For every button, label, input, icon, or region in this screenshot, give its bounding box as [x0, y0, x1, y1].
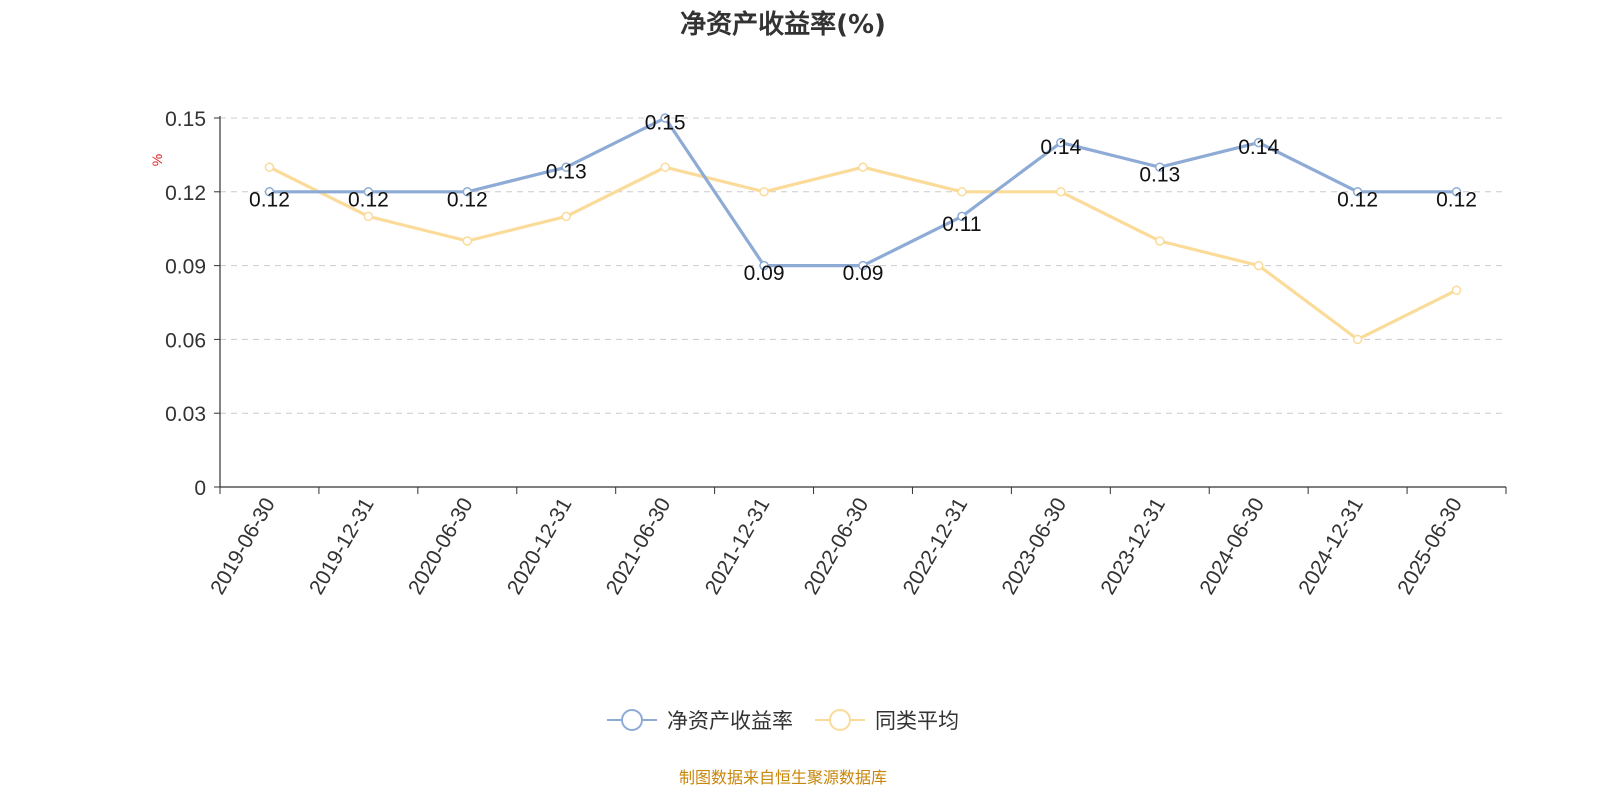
x-tick-label: 2024-12-31 — [1294, 494, 1368, 599]
x-tick-label: 2020-06-30 — [404, 494, 478, 599]
x-tick-label: 2022-06-30 — [800, 494, 874, 599]
roe-data-label: 0.09 — [843, 262, 884, 285]
roe-data-label: 0.12 — [1337, 188, 1378, 211]
peer-average-data-point — [462, 236, 473, 246]
roe-data-label: 0.14 — [1040, 136, 1081, 159]
x-tick-label: 2023-12-31 — [1096, 494, 1170, 599]
roe-data-label: 0.12 — [1436, 188, 1477, 211]
legend-item-roe[interactable]: 净资产收益率 — [607, 705, 793, 735]
peer-average-data-point — [1451, 285, 1462, 295]
y-tick-label: 0.15 — [165, 108, 206, 131]
peer-average-data-point — [1056, 187, 1066, 197]
data-label-layer: 0.12 0.12 0.12 0.13 0.15 0.09 0.09 0.11 0.14 0.13… — [249, 112, 1477, 286]
roe-data-point — [858, 260, 868, 271]
roe-data-point — [561, 162, 571, 172]
peer-average-data-point — [1253, 260, 1264, 271]
peer-average-data-point — [1352, 334, 1363, 345]
x-tick-label: 2021-12-31 — [701, 494, 775, 599]
y-axis-unit-label: % — [149, 154, 165, 166]
peer-average-data-point — [561, 211, 571, 222]
roe-data-point — [264, 187, 275, 197]
y-tick-label: 0.12 — [165, 182, 206, 205]
x-tick-label: 2024-06-30 — [1195, 494, 1269, 599]
roe-data-point — [1451, 187, 1462, 197]
roe-data-label: 0.09 — [744, 262, 785, 285]
y-tick-label: 0.09 — [165, 256, 206, 279]
roe-data-label: 0.12 — [447, 188, 488, 211]
roe-data-label: 0.12 — [249, 188, 290, 211]
source-note: 制图数据来自恒生聚源数据库 — [678, 768, 887, 787]
roe-data-point — [660, 113, 670, 123]
y-tick-label: 0.06 — [165, 329, 206, 352]
x-tick-label: 2023-06-30 — [998, 494, 1072, 599]
x-tick-label: 2025-06-30 — [1393, 494, 1467, 599]
roe-data-point — [1352, 187, 1363, 197]
y-tick-label: 0 — [194, 477, 206, 500]
y-tick-label: 0.03 — [165, 403, 206, 426]
peer-average-data-point — [1155, 236, 1165, 246]
roe-data-point — [957, 211, 967, 222]
roe-data-point — [1155, 162, 1165, 172]
peer-average-data-point — [858, 162, 868, 172]
roe-data-point — [1253, 137, 1264, 148]
peer-average-data-point — [957, 187, 967, 197]
chart-title: 净资产收益率(%) — [680, 10, 886, 40]
legend-item-peer-average[interactable]: 同类平均 — [815, 705, 959, 735]
roe-data-label: 0.13 — [546, 161, 587, 184]
peer-average-data-point — [660, 162, 670, 172]
roe-data-label: 0.12 — [348, 188, 389, 211]
x-tick-label: 2021-06-30 — [602, 494, 676, 599]
peer-average-data-point — [759, 187, 769, 197]
roe-data-label: 0.14 — [1238, 136, 1279, 159]
roe-data-point — [1056, 137, 1066, 148]
axis-layer: 0 0.03 0.06 0.09 0.12 0.15 2019-06-30 2019-12-3… — [165, 108, 1507, 599]
roe-data-point — [363, 187, 374, 197]
legend-peer-average-label: 同类平均 — [875, 709, 959, 733]
x-tick-label: 2019-06-30 — [206, 494, 280, 599]
peer-average-data-point — [264, 162, 275, 172]
legend-peer-average-icon — [815, 709, 865, 731]
legend-roe-label: 净资产收益率 — [667, 709, 793, 733]
roe-data-point — [462, 187, 473, 197]
roe-data-label: 0.13 — [1139, 164, 1180, 187]
roe-data-label: 0.11 — [942, 213, 981, 236]
x-tick-label: 2020-12-31 — [503, 494, 577, 599]
peer-average-data-point — [363, 211, 374, 222]
legend-roe-icon — [607, 709, 657, 731]
legend: 净资产收益率 同类平均 — [0, 705, 1566, 735]
roe-data-label: 0.15 — [645, 112, 686, 135]
series-layer — [264, 113, 1462, 345]
x-tick-label: 2019-12-31 — [305, 494, 379, 599]
x-tick-label: 2022-12-31 — [899, 494, 973, 599]
roe-data-point — [759, 260, 769, 271]
